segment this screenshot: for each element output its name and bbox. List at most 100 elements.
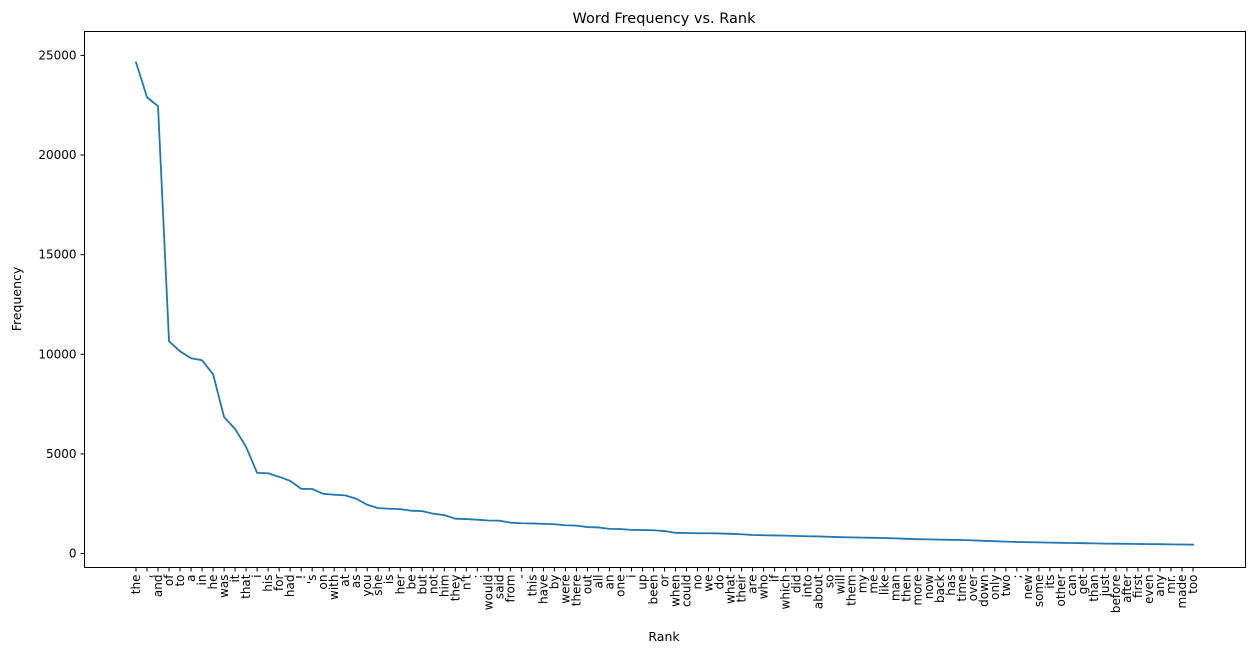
y-tick-label: 10000 bbox=[38, 347, 76, 361]
x-tick-label: do bbox=[713, 575, 727, 590]
plot-frame bbox=[84, 31, 1246, 568]
x-tick-label: not bbox=[426, 574, 440, 594]
x-tick-label: can bbox=[1065, 575, 1079, 597]
x-tick-label: said bbox=[492, 575, 506, 600]
y-tick-label: 15000 bbox=[38, 248, 76, 262]
x-tick-label: she bbox=[371, 575, 385, 596]
x-tick-label: be bbox=[404, 575, 418, 590]
x-tick-label: a bbox=[184, 575, 198, 582]
x-tick-label: back bbox=[933, 574, 947, 603]
x-tick-label: no bbox=[691, 575, 705, 590]
x-tick-label: about bbox=[812, 574, 826, 609]
x-tick-label: with bbox=[327, 575, 341, 600]
x-tick-label: the bbox=[129, 575, 143, 595]
data-points bbox=[135, 61, 1194, 545]
x-tick-label: ; bbox=[1010, 574, 1024, 578]
x-tick-label: which bbox=[779, 575, 793, 610]
x-tick-label: has bbox=[944, 575, 958, 596]
x-tick-label: in bbox=[195, 575, 209, 586]
y-tick-label: 0 bbox=[69, 547, 77, 561]
x-tick-label: one bbox=[613, 575, 627, 597]
x-tick-label: been bbox=[646, 575, 660, 605]
x-tick-label: there bbox=[569, 575, 583, 607]
x-tick-label: as bbox=[349, 575, 363, 589]
x-tick-label: only bbox=[988, 575, 1002, 600]
x-tick-label: at bbox=[338, 574, 352, 586]
x-tick-label: get bbox=[1076, 574, 1090, 594]
x-tick-label: did bbox=[790, 575, 804, 594]
x-tick-label: up bbox=[635, 575, 649, 590]
x-tick-label: you bbox=[360, 575, 374, 597]
x-tick-label: it bbox=[228, 574, 242, 582]
x-tick-label: was bbox=[217, 575, 231, 598]
x-tick-label: or bbox=[658, 574, 672, 586]
x-tick-label: my bbox=[856, 575, 870, 594]
x-tick-label: could bbox=[680, 575, 694, 608]
x-tick-label: into bbox=[801, 575, 815, 598]
x-tick-label: like bbox=[878, 575, 892, 596]
x-tick-label: they bbox=[448, 575, 462, 602]
x-tick-label: by bbox=[547, 575, 561, 590]
x-tick-label: new bbox=[1021, 574, 1035, 599]
x-tick-label: all bbox=[591, 575, 605, 589]
chart-title: Word Frequency vs. Rank bbox=[573, 11, 757, 27]
x-tick-label: made bbox=[1175, 575, 1189, 609]
x-tick-label: even bbox=[1142, 575, 1156, 604]
x-tick-label: is bbox=[382, 575, 396, 585]
x-axis-label: Rank bbox=[648, 629, 680, 644]
x-tick-label: , bbox=[140, 575, 154, 579]
x-tick-label: time bbox=[955, 575, 969, 602]
x-tick-label: some bbox=[1032, 575, 1046, 608]
x-tick-label: when bbox=[669, 575, 683, 607]
frequency-line bbox=[134, 61, 1194, 546]
x-tick-label: me bbox=[867, 575, 881, 594]
x-tick-label: i bbox=[250, 575, 264, 578]
x-tick-label: too bbox=[1186, 575, 1200, 594]
x-tick-label: mr. bbox=[1164, 575, 1178, 594]
x-tick-label: then bbox=[900, 575, 914, 602]
x-tick-label: had bbox=[283, 575, 297, 598]
x-tick-label: more bbox=[911, 575, 925, 606]
x-tick-label: her bbox=[393, 574, 407, 594]
x-tick-label: out bbox=[580, 574, 594, 594]
x-tick-label: them bbox=[845, 575, 859, 606]
x-tick-label: ! bbox=[294, 575, 308, 580]
x-tick-label: any bbox=[1153, 575, 1167, 597]
x-tick-label: his bbox=[261, 575, 275, 592]
x-tick-label: for bbox=[272, 574, 286, 591]
x-tick-label: after bbox=[1120, 574, 1134, 602]
x-tick-label: other bbox=[1054, 574, 1068, 606]
x-tick-label: that bbox=[239, 574, 253, 599]
x-tick-label: what bbox=[724, 574, 738, 604]
x-tick-label: than bbox=[1087, 575, 1101, 602]
x-tick-label: an bbox=[602, 575, 616, 590]
x-tick-label: were bbox=[558, 575, 572, 604]
x-tick-label: who bbox=[757, 575, 771, 600]
x-tick-label: will bbox=[834, 575, 848, 595]
y-tick-label: 20000 bbox=[38, 148, 76, 162]
x-tick-label: he bbox=[206, 575, 220, 590]
x-tick-label: down bbox=[977, 575, 991, 607]
x-tick-label: of bbox=[162, 574, 176, 586]
x-tick-label: just bbox=[1098, 574, 1112, 597]
x-tick-label: on bbox=[316, 575, 330, 590]
x-tick-label: if bbox=[768, 574, 782, 582]
x-tick-label: but bbox=[415, 574, 429, 594]
x-tick-label: before bbox=[1109, 575, 1123, 614]
y-tick-label: 5000 bbox=[46, 447, 77, 461]
x-tick-label: from bbox=[503, 575, 517, 603]
y-axis-label: Frequency bbox=[9, 266, 24, 331]
x-tick-label: over bbox=[966, 574, 980, 601]
x-tick-label: would bbox=[481, 575, 495, 611]
y-tick-label: 25000 bbox=[38, 48, 76, 62]
x-tick-label: n't bbox=[459, 574, 473, 590]
x-tick-label: two bbox=[999, 575, 1013, 597]
x-tick-label: 's bbox=[305, 575, 319, 585]
x-tick-label: this bbox=[525, 575, 539, 597]
x-tick-label: we bbox=[702, 575, 716, 592]
x-tick-label: are bbox=[746, 575, 760, 594]
x-tick-label: have bbox=[536, 575, 550, 604]
x-tick-label: so bbox=[823, 575, 837, 589]
x-tick-label: and bbox=[151, 575, 165, 598]
